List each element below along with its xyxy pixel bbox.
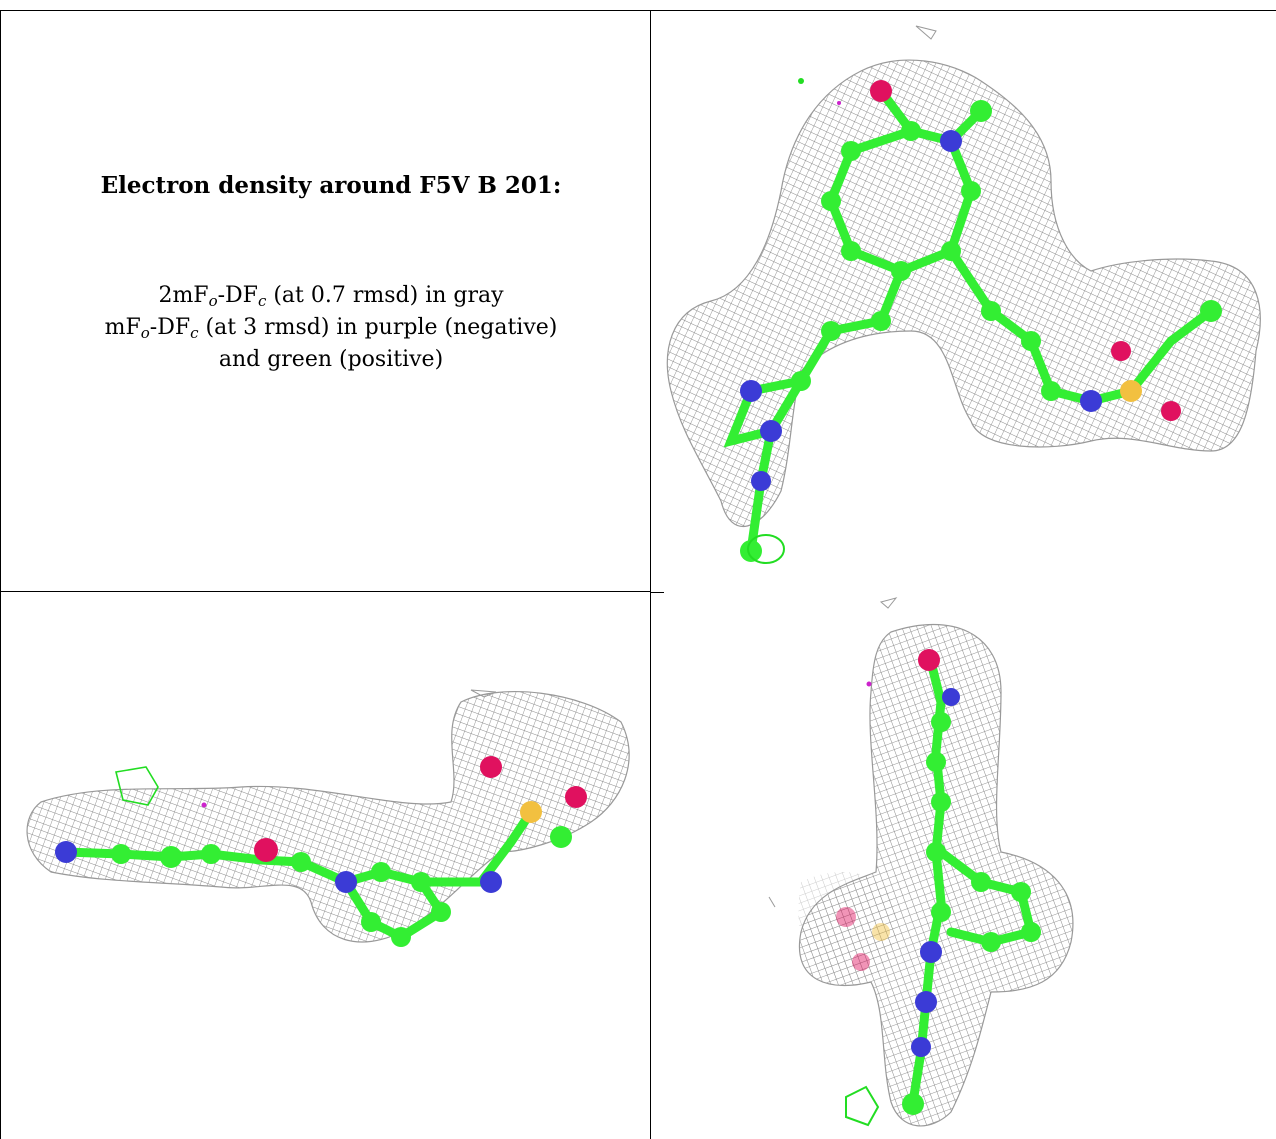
- table-left-border: [0, 10, 1, 1139]
- density-panel-front: [651, 11, 1276, 591]
- atoms: [55, 756, 587, 947]
- figure-title: Electron density around F5V B 201:: [100, 172, 562, 199]
- table-center-divider: [650, 10, 651, 1139]
- caption-cell: Electron density around F5V B 201: 2mFo-…: [12, 0, 650, 590]
- electron-density-mesh: [666, 59, 1261, 528]
- faded-density-mesh: [798, 872, 897, 982]
- legend-line-2fofc: 2mFo-DFc (at 0.7 rmsd) in gray: [158, 283, 504, 310]
- legend-line-green: and green (positive): [218, 347, 444, 372]
- electron-density-mesh: [26, 690, 630, 943]
- molecule-end-view: [768, 597, 1074, 1127]
- table-middle-divider-tick: [650, 592, 664, 593]
- table-top-border: [0, 10, 1276, 11]
- difference-density-blobs: [768, 597, 898, 1127]
- density-panel-side: [1, 592, 650, 1139]
- density-panel-end: [651, 592, 1276, 1139]
- table-middle-divider: [0, 591, 650, 592]
- legend-line-fofc: mFo-DFc (at 3 rmsd) in purple (negative): [104, 315, 558, 342]
- difference-density-blobs: [115, 689, 497, 808]
- atoms: [836, 649, 1041, 1115]
- molecule-side-view: [26, 689, 630, 947]
- difference-density-blobs: [747, 25, 937, 564]
- molecule-front-view: [666, 25, 1261, 564]
- atoms: [740, 80, 1222, 562]
- legend-text: 2mFo-DFc (at 0.7 rmsd) in gray mFo-DFc (…: [12, 280, 650, 376]
